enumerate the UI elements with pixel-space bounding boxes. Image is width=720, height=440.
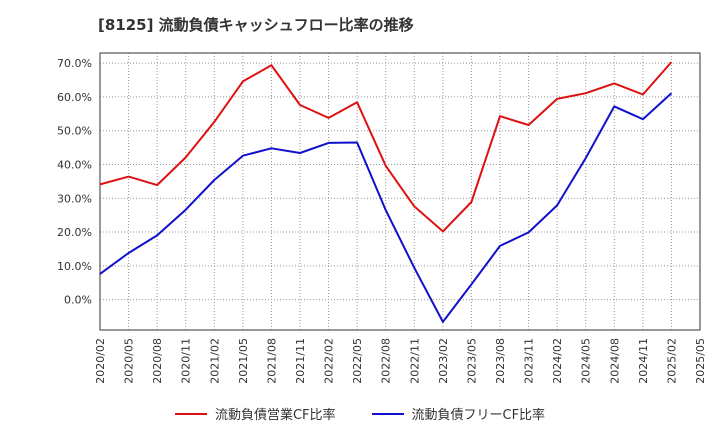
x-tick-label: 2020/11 [180, 338, 193, 384]
x-tick-label: 2024/02 [551, 338, 564, 384]
y-tick-label: 40.0% [57, 158, 92, 171]
legend-item-operating-cf: 流動負債営業CF比率 [174, 404, 336, 423]
plot-area [100, 53, 700, 330]
x-tick-label: 2024/08 [608, 338, 621, 384]
x-tick-label: 2023/11 [523, 338, 536, 384]
x-tick-label: 2025/05 [694, 338, 707, 384]
x-tick-label: 2022/11 [408, 338, 421, 384]
plot-frame [99, 52, 701, 331]
x-tick-label: 2022/08 [380, 338, 393, 384]
series-line-free-cf [99, 92, 673, 323]
x-tick-label: 2024/05 [580, 338, 593, 384]
y-tick-label: 20.0% [57, 226, 92, 239]
y-tick-label: 70.0% [57, 57, 92, 70]
x-tick-label: 2020/08 [151, 338, 164, 384]
series-line-operating-cf [99, 61, 673, 233]
legend-label-operating-cf: 流動負債営業CF比率 [214, 408, 336, 423]
x-tick-label: 2020/02 [94, 338, 107, 384]
y-tick-label: 30.0% [57, 192, 92, 205]
x-tick-label: 2022/02 [323, 338, 336, 384]
x-tick-label: 2023/05 [465, 338, 478, 384]
y-tick-label: 10.0% [57, 260, 92, 273]
legend-swatch-free-cf [371, 412, 404, 415]
legend-swatch-operating-cf [174, 412, 207, 415]
y-tick-label: 0.0% [64, 294, 92, 307]
legend-label-free-cf: 流動負債フリーCF比率 [411, 408, 546, 423]
x-tick-label: 2021/08 [265, 338, 278, 384]
y-tick-label: 60.0% [57, 91, 92, 104]
x-tick-label: 2022/05 [351, 338, 364, 384]
x-tick-label: 2020/05 [123, 338, 136, 384]
y-tick-label: 50.0% [57, 125, 92, 138]
x-tick-label: 2021/02 [208, 338, 221, 384]
chart-title: [8125] 流動負債キャッシュフロー比率の推移 [98, 16, 414, 34]
x-tick-label: 2023/08 [494, 338, 507, 384]
x-tick-label: 2021/11 [294, 338, 307, 384]
legend: 流動負債営業CF比率 流動負債フリーCF比率 [0, 404, 720, 423]
x-tick-label: 2023/02 [437, 338, 450, 384]
x-tick-label: 2024/11 [637, 338, 650, 384]
x-tick-label: 2025/02 [665, 338, 678, 384]
legend-item-free-cf: 流動負債フリーCF比率 [371, 404, 546, 423]
x-tick-label: 2021/05 [237, 338, 250, 384]
